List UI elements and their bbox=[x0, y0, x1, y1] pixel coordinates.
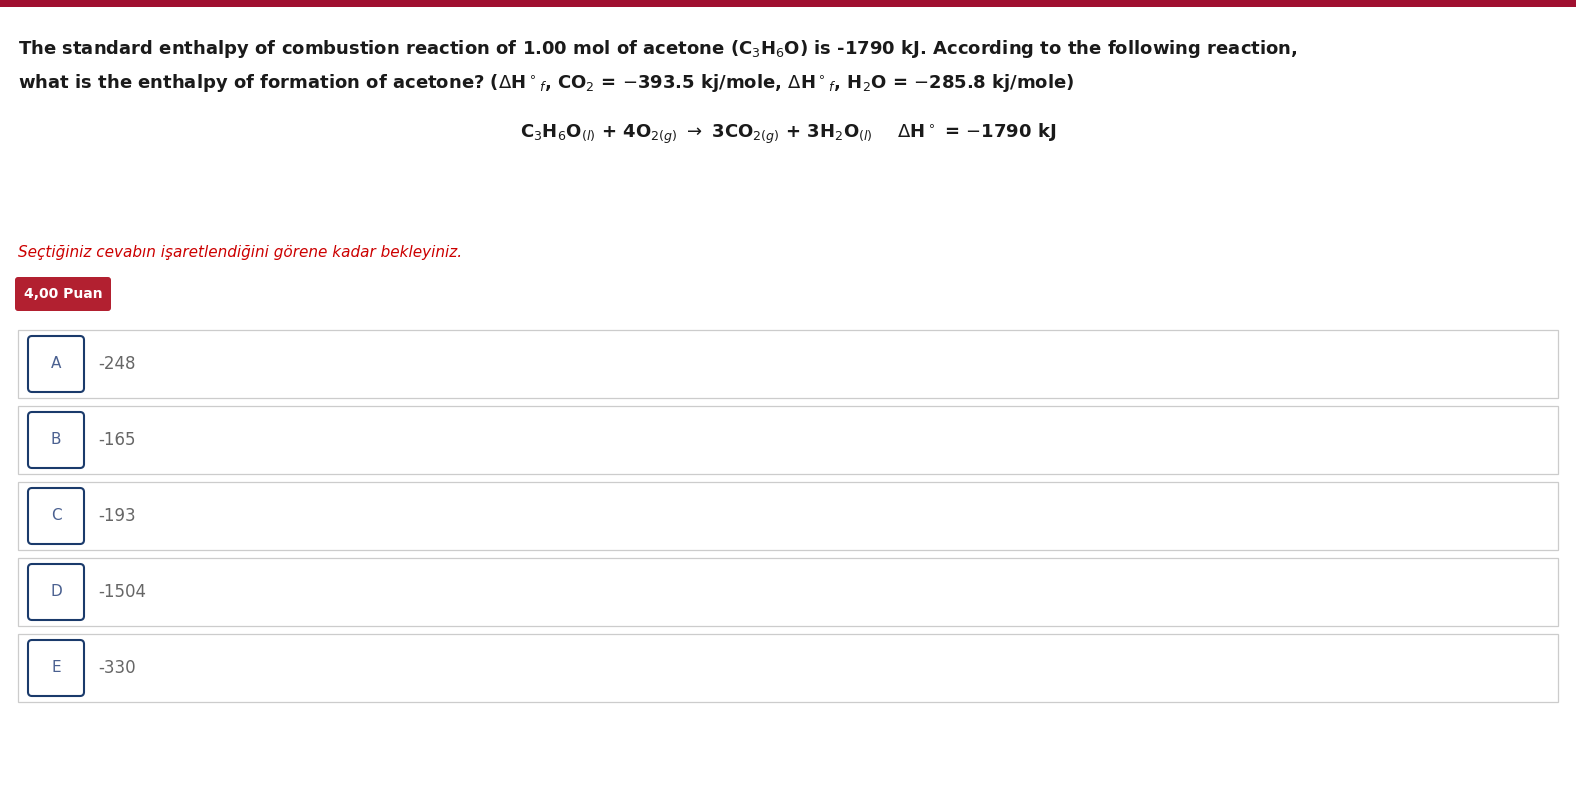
Bar bbox=[17, 482, 1559, 550]
Text: C$_3$H$_6$O$_{(l)}$ + 4O$_{2(g)}$ $\rightarrow$ 3CO$_{2(g)}$ + 3H$_2$O$_{(l)}$  : C$_3$H$_6$O$_{(l)}$ + 4O$_{2(g)}$ $\righ… bbox=[520, 122, 1056, 146]
FancyBboxPatch shape bbox=[16, 277, 110, 311]
FancyBboxPatch shape bbox=[28, 488, 84, 544]
Bar bbox=[0, 0, 1576, 7]
FancyBboxPatch shape bbox=[28, 564, 84, 620]
Text: -193: -193 bbox=[98, 507, 136, 525]
Bar bbox=[17, 634, 1559, 702]
FancyBboxPatch shape bbox=[28, 336, 84, 392]
Text: -165: -165 bbox=[98, 431, 136, 449]
Text: B: B bbox=[50, 432, 61, 447]
Text: A: A bbox=[50, 356, 61, 371]
Text: -330: -330 bbox=[98, 659, 136, 677]
Text: 4,00 Puan: 4,00 Puan bbox=[24, 287, 102, 301]
FancyBboxPatch shape bbox=[28, 412, 84, 468]
Text: C: C bbox=[50, 509, 61, 524]
Text: Seçtiğiniz cevabın işaretlendiğini görene kadar bekleyiniz.: Seçtiğiniz cevabın işaretlendiğini gören… bbox=[17, 245, 462, 260]
Bar bbox=[17, 406, 1559, 474]
FancyBboxPatch shape bbox=[28, 640, 84, 696]
Bar bbox=[17, 330, 1559, 398]
Text: E: E bbox=[50, 660, 61, 675]
Text: D: D bbox=[50, 585, 61, 600]
Text: The standard enthalpy of combustion reaction of 1.00 mol of acetone (C$_3$H$_6$O: The standard enthalpy of combustion reac… bbox=[17, 38, 1297, 60]
Text: -248: -248 bbox=[98, 355, 136, 373]
Text: what is the enthalpy of formation of acetone? ($\Delta$H$^\circ$$_f$, CO$_2$ = $: what is the enthalpy of formation of ace… bbox=[17, 72, 1075, 94]
Text: -1504: -1504 bbox=[98, 583, 147, 601]
Bar bbox=[17, 558, 1559, 626]
